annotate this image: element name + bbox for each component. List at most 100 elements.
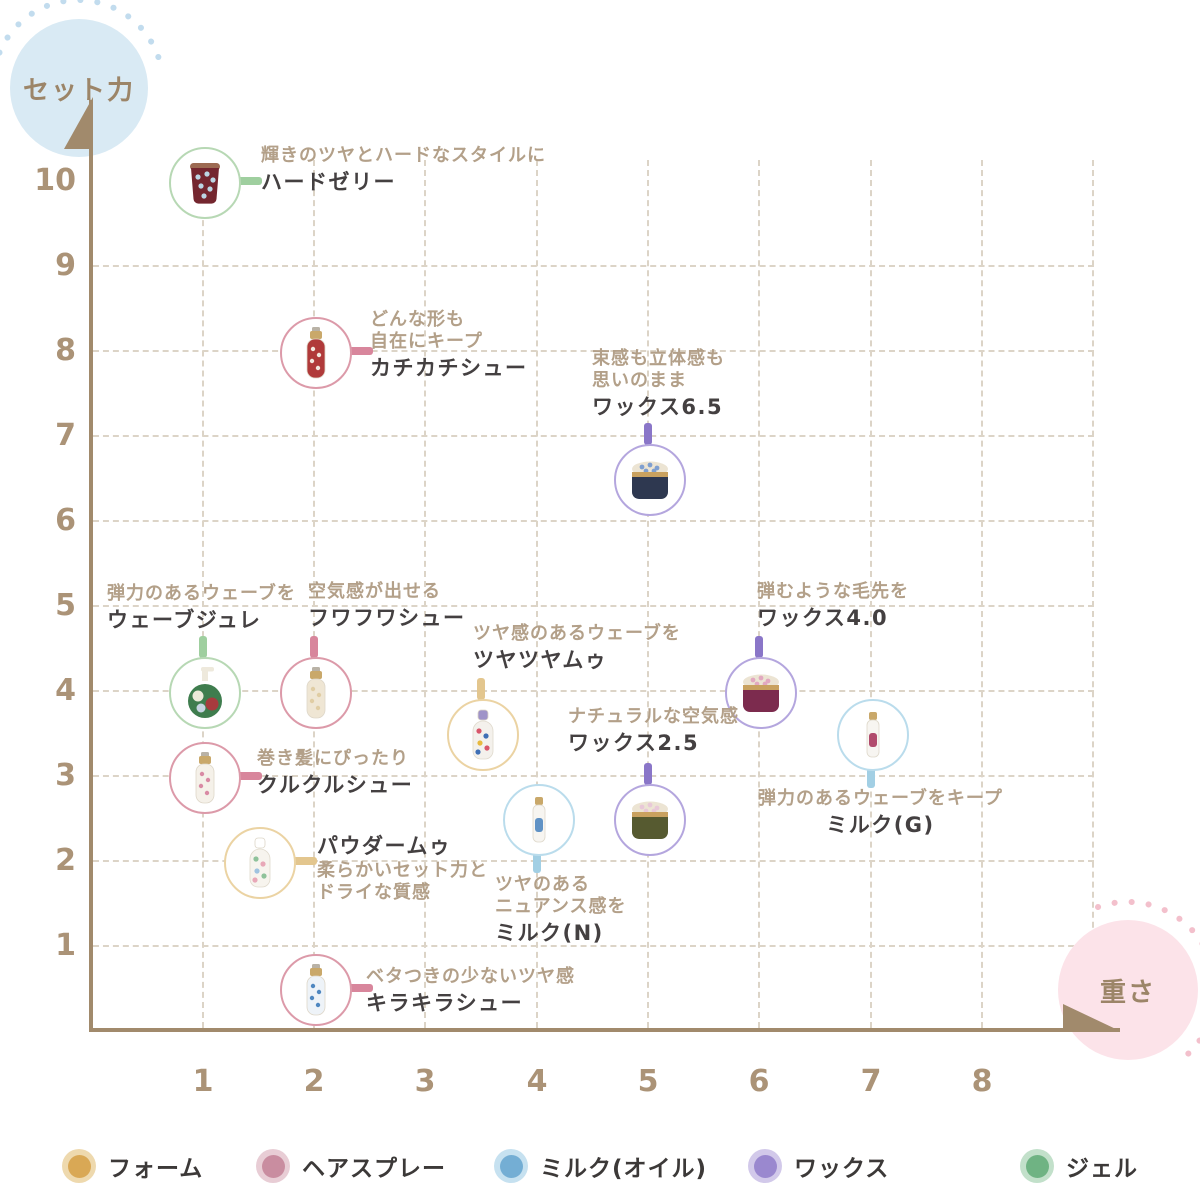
legend-item-milk: ミルク(オイル) [494,1148,707,1184]
product-image [532,797,546,843]
x-tick-label: 3 [414,1064,436,1099]
legend-dot-icon [256,1149,290,1183]
y-axis-label: セット力 [22,75,135,106]
x-axis-label: 重さ [1099,977,1156,1008]
product-image [632,461,668,499]
legend-item-spray: ヘアスプレー [256,1148,446,1184]
product-name: フワフワシュー [308,606,466,630]
x-axis-label-bubble: 重さ [1058,920,1198,1060]
gridline-vertical [870,160,872,1028]
product-label: 空気感が出せるフワフワシュー [308,581,466,632]
product-description: 弾力のあるウェーブをキープ [758,788,1003,809]
legend-item-wax: ワックス [748,1148,889,1184]
legend-item-gel: ジェル [1020,1148,1138,1184]
label-connector [644,763,652,785]
product-image [190,163,220,204]
product-name: ミルク(N) [495,921,604,945]
label-connector [477,678,485,700]
y-tick-label: 9 [55,248,76,283]
product-marker [725,657,797,729]
y-tick-label: 4 [55,673,76,708]
legend-label: ワックス [794,1156,890,1182]
legend-label: ジェル [1066,1156,1138,1182]
gridline-horizontal [93,860,1094,862]
product-marker [614,444,686,516]
product-marker [837,699,909,771]
product-image [743,674,779,712]
product-description: 柔らかいセット力と [317,860,488,881]
label-connector [199,636,207,658]
label-connector [644,423,652,445]
y-axis [89,100,93,1032]
product-name: クルクルシュー [257,773,414,797]
product-label: どんな形も 自在にキープ カチカチシュー [370,309,528,382]
legend-dot-icon [494,1149,528,1183]
product-marker [614,784,686,856]
label-connector [237,177,262,185]
x-tick-label: 2 [303,1064,325,1099]
product-name: ミルク(G) [826,813,935,837]
product-description: 思いのまま [592,370,687,391]
product-description: 空気感が出せる [308,581,441,602]
y-axis-label-bubble: セット力 [10,19,148,157]
product-name: ワックス2.5 [568,731,700,755]
y-tick-label: 5 [55,588,76,623]
x-tick-label: 5 [637,1064,659,1099]
product-description: 束感も立体感も [592,348,725,369]
gridline-horizontal [93,520,1094,522]
gridline-horizontal [93,690,1094,692]
product-label: ツヤ感のあるウェーブを ツヤツヤムゥ [473,623,681,674]
x-axis [89,1028,1120,1032]
product-description: ドライな質感 [317,882,431,903]
y-tick-label: 2 [55,843,76,878]
gridline-vertical [1092,160,1094,1028]
product-image [632,801,668,839]
product-name: ツヤツヤムゥ [473,648,608,672]
product-description: ニュアンス感を [495,896,627,917]
x-tick-label: 7 [860,1064,882,1099]
y-tick-label: 10 [34,163,76,198]
gridline-vertical [202,160,204,1028]
product-name: カチカチシュー [370,356,528,380]
product-name: キラキラシュー [366,991,524,1015]
product-description: 弾むような毛先を [757,581,909,602]
gridline-horizontal [93,350,1094,352]
product-label: 弾むような毛先を ワックス4.0 [757,581,909,632]
gridline-vertical [647,160,649,1028]
label-connector [533,851,541,873]
gridline-vertical [981,160,983,1028]
product-marker [447,699,519,771]
product-description: どんな形も [370,309,465,330]
x-tick-label: 6 [748,1064,770,1099]
gridline-horizontal [93,775,1094,777]
legend-dot-icon [1020,1149,1054,1183]
product-marker [169,147,241,219]
product-label: パウダームゥ 柔らかいセット力と ドライな質感 [317,831,488,904]
label-connector [237,772,262,780]
product-image [195,752,215,804]
y-tick-label: 6 [55,503,76,538]
label-connector [867,766,875,788]
product-label: 弾力のあるウェーブをキープ ミルク(G) [758,788,1003,839]
y-tick-label: 3 [55,758,76,793]
label-connector [348,984,373,992]
legend-item-foam: フォーム [62,1148,203,1184]
gridline-horizontal [93,435,1094,437]
product-image [188,667,222,718]
product-description: 巻き髪にぴったり [257,748,409,769]
product-name: ハードゼリー [261,170,396,194]
label-connector [348,347,373,355]
label-connector [292,857,317,865]
product-marker [224,827,296,899]
product-name: パウダームゥ [317,834,452,858]
product-marker [280,657,352,729]
product-label: ナチュラルな空気感 ワックス2.5 [568,706,739,757]
product-image [306,327,326,379]
legend-label: ミルク(オイル) [540,1156,708,1182]
product-image [866,712,880,758]
product-image [306,964,326,1016]
y-tick-label: 1 [55,928,76,963]
product-description: 弾力のあるウェーブを [107,583,296,604]
product-label: ベタつきの少ないツヤ感 キラキラシュー [366,966,575,1017]
gridline-vertical [424,160,426,1028]
